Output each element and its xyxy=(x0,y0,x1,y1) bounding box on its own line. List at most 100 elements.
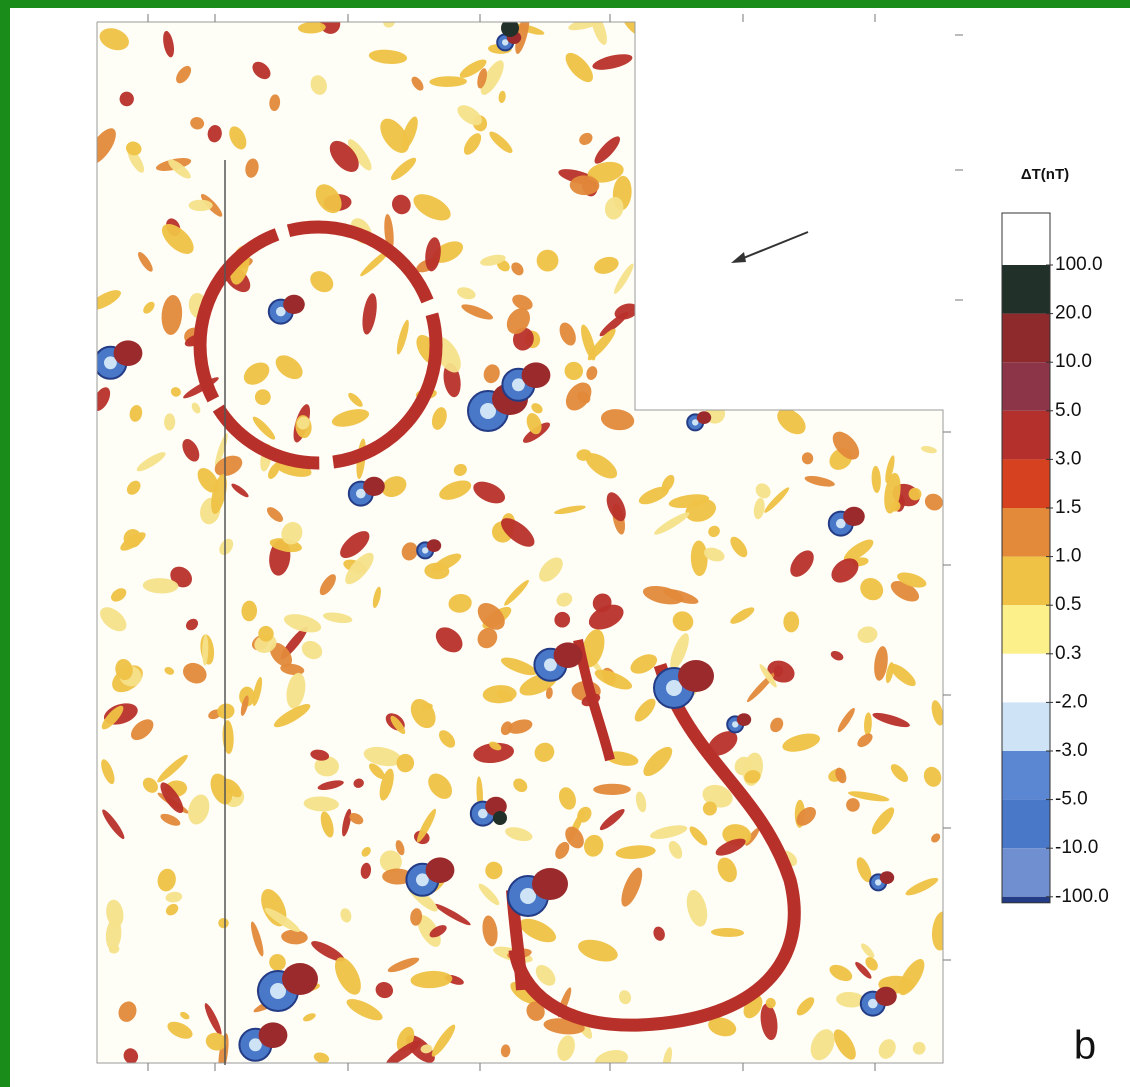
anomaly-blob xyxy=(310,75,327,95)
anomaly-blob xyxy=(920,445,937,454)
anomaly-blob xyxy=(269,954,286,971)
anomaly-blob xyxy=(587,161,624,183)
anomaly-blob xyxy=(668,840,683,859)
anomaly-blob xyxy=(164,413,176,431)
anomaly-blob xyxy=(744,770,761,784)
anomaly-blob xyxy=(526,413,542,435)
anomaly-blob xyxy=(555,841,570,859)
anomaly-blob xyxy=(477,602,505,630)
anomaly-blob xyxy=(167,1021,193,1039)
anomaly-blob xyxy=(424,562,450,580)
anomaly-blob xyxy=(142,578,179,594)
anomaly-blob xyxy=(429,925,447,938)
anomaly-blob xyxy=(420,1044,433,1054)
colorbar-swatch xyxy=(1002,896,1050,903)
anomaly-blob xyxy=(372,586,381,608)
anomaly-blob xyxy=(836,991,865,1008)
anomaly-blob xyxy=(599,809,625,831)
anomaly-blob xyxy=(856,857,872,883)
anomaly-blob xyxy=(473,481,506,504)
anomaly-blob xyxy=(297,22,326,34)
colorbar-label: 1.0 xyxy=(1055,546,1081,567)
colorbar-swatch xyxy=(1002,799,1050,849)
dipole-negative-core xyxy=(356,488,366,499)
anomaly-blob xyxy=(416,808,436,843)
anomaly-blob xyxy=(846,798,860,812)
anomaly-blob xyxy=(264,908,300,933)
anomaly-blob xyxy=(229,126,247,150)
anomaly-blob xyxy=(545,687,553,699)
anomaly-blob xyxy=(345,552,374,585)
anomaly-blob xyxy=(123,1048,139,1063)
anomaly-blob xyxy=(855,961,872,979)
anomaly-blob xyxy=(600,409,635,431)
anomaly-blob xyxy=(578,939,618,962)
anomaly-blob xyxy=(161,223,194,254)
anomaly-blob xyxy=(281,929,308,945)
anomaly-blob xyxy=(361,846,371,857)
anomaly-blob xyxy=(431,407,447,430)
anomaly-blob xyxy=(342,808,352,837)
anomaly-blob xyxy=(310,749,330,761)
anomaly-blob xyxy=(314,756,340,777)
anomaly-blob xyxy=(831,558,859,583)
anomaly-blob xyxy=(485,861,503,880)
anomaly-blob xyxy=(129,405,143,422)
anomaly-blob xyxy=(385,1040,421,1063)
anomaly-blob xyxy=(585,453,618,479)
anomaly-blob xyxy=(889,663,916,687)
anomaly-blob xyxy=(319,574,336,596)
anomaly-blob xyxy=(297,416,310,430)
colorbar-swatch xyxy=(1002,848,1050,897)
anomaly-blob xyxy=(604,197,624,220)
anomaly-blob xyxy=(183,662,207,684)
anomaly-blob xyxy=(283,614,322,633)
dipole-positive xyxy=(521,362,551,389)
anomaly-blob xyxy=(428,773,453,799)
anomaly-blob xyxy=(506,308,531,335)
anomaly-blob xyxy=(390,715,406,735)
anomaly-blob xyxy=(368,49,408,64)
anomaly-blob xyxy=(435,627,463,653)
anomaly-blob xyxy=(204,1003,222,1036)
anomaly-blob xyxy=(884,472,901,514)
colorbar-swatch xyxy=(1002,362,1050,411)
anomaly-blob xyxy=(539,557,563,582)
colorbar-swatch xyxy=(1002,702,1050,751)
dipole-negative-core xyxy=(868,998,878,1009)
anomaly-blob xyxy=(830,650,844,661)
anomaly-blob xyxy=(500,721,513,736)
anomaly-blob xyxy=(564,361,583,381)
anomaly-blob xyxy=(136,452,166,472)
colorbar-label: 5.0 xyxy=(1055,400,1081,421)
dipole-positive xyxy=(678,660,714,692)
anomaly-blob xyxy=(871,465,881,494)
dipole-negative-core xyxy=(732,721,739,728)
anomaly-blob xyxy=(576,449,592,461)
anomaly-blob xyxy=(315,184,342,214)
dipole-negative-core xyxy=(666,680,682,696)
anomaly-blob xyxy=(459,59,487,78)
arc-feature xyxy=(508,663,801,1032)
anomaly-blob xyxy=(783,611,800,633)
anomaly-blob xyxy=(97,128,116,165)
anomaly-blob xyxy=(347,139,372,171)
dipole-positive xyxy=(283,294,305,314)
anomaly-blob xyxy=(369,763,385,779)
anomaly-blob xyxy=(438,730,456,748)
anomaly-blob xyxy=(535,964,556,986)
anomaly-blob xyxy=(591,22,607,45)
anomaly-blob xyxy=(760,1003,778,1041)
anomaly-blob xyxy=(796,807,816,826)
anomaly-blob xyxy=(191,402,201,414)
anomaly-blob xyxy=(908,487,922,501)
dipole-negative-core xyxy=(502,39,509,46)
anomaly-blob xyxy=(662,1047,673,1063)
anomaly-blob xyxy=(214,455,243,477)
anomaly-blob xyxy=(592,54,633,70)
anomaly-blob xyxy=(303,1013,316,1022)
anomaly-blob xyxy=(507,719,533,734)
anomaly-blob xyxy=(513,778,528,793)
anomaly-blob xyxy=(480,60,504,95)
